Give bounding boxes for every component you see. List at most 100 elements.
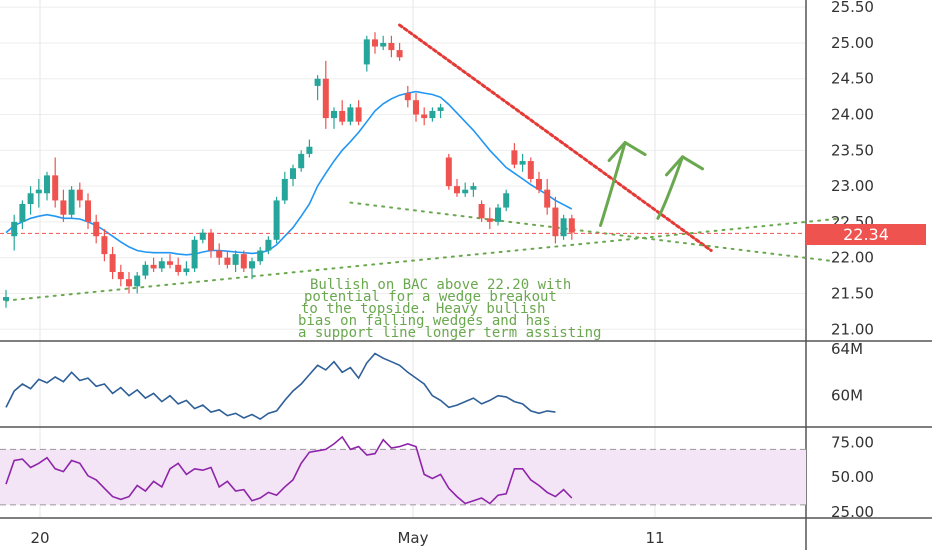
candle	[503, 189, 510, 212]
candle	[265, 236, 272, 255]
candle	[306, 139, 313, 158]
y-tick-label: 21.50	[831, 284, 874, 302]
candle	[355, 100, 362, 126]
candle	[527, 157, 534, 183]
candle-body	[183, 268, 190, 272]
candle	[199, 229, 206, 244]
candle	[249, 257, 255, 280]
candle	[511, 143, 518, 169]
rsi-band-fill	[0, 449, 806, 505]
candle	[191, 236, 198, 272]
moving-average-line	[5, 90, 573, 256]
candle	[331, 107, 337, 129]
candle	[486, 207, 493, 230]
candle-body	[396, 50, 403, 58]
candle	[19, 200, 26, 230]
y-tick-label: 22.00	[831, 249, 874, 267]
candle-body	[175, 264, 182, 272]
price-axis: 25.5025.0024.5024.0023.5023.0022.5022.00…	[831, 0, 874, 521]
candle	[142, 261, 149, 280]
candle-body	[281, 178, 288, 201]
candle-body	[85, 200, 91, 222]
candle-body	[142, 264, 149, 276]
candle-body	[158, 261, 165, 269]
candle	[175, 257, 182, 276]
candle-body	[109, 254, 116, 272]
candle-body	[322, 78, 329, 119]
candle-body	[167, 261, 173, 265]
candle	[298, 150, 305, 172]
trendline	[349, 201, 836, 263]
candle-body	[519, 161, 526, 165]
rsi-line	[5, 435, 573, 505]
y-tick-label: 25.50	[831, 0, 874, 16]
volume-line	[5, 352, 556, 421]
candle-body	[126, 279, 132, 287]
candle	[536, 171, 542, 194]
candle	[552, 196, 559, 244]
candle	[404, 85, 411, 108]
candle	[273, 196, 280, 244]
y-tick-label: 24.00	[831, 106, 874, 124]
candle	[158, 257, 165, 272]
candle-body	[380, 42, 387, 47]
annotation-line-2: potential for a wedge breakout	[304, 289, 557, 305]
candle	[437, 103, 444, 119]
candle-body	[372, 39, 378, 47]
candle-body	[495, 207, 501, 222]
candle-body	[93, 221, 100, 237]
candle	[560, 214, 567, 240]
candle-body	[552, 207, 559, 237]
candle-body	[44, 175, 50, 194]
candle	[470, 182, 477, 197]
candle	[478, 200, 485, 222]
candle-body	[134, 275, 141, 287]
candle	[126, 272, 132, 294]
candle-body	[191, 239, 198, 269]
candle-body	[117, 272, 124, 280]
candle	[281, 171, 288, 204]
candle	[224, 250, 231, 269]
annotation-line-4: bias on falling wedges and has	[298, 313, 551, 329]
volume-layer	[5, 352, 556, 421]
candles-layer	[3, 32, 575, 308]
candle	[240, 250, 247, 272]
last-price-marker: 22.34	[806, 224, 926, 245]
candle	[76, 182, 83, 208]
candle	[167, 254, 173, 269]
candle	[314, 75, 321, 101]
candle	[150, 257, 157, 272]
candle-body	[101, 236, 108, 255]
arrow-up-icon	[599, 141, 647, 227]
y-tick-label: 25.00	[831, 34, 874, 52]
moving-average-layer	[5, 90, 573, 256]
candle-body	[511, 150, 518, 165]
candle-body	[462, 189, 469, 194]
candle-body	[298, 153, 305, 169]
candle	[134, 272, 141, 294]
breakout-arrows	[599, 141, 704, 227]
candle	[322, 60, 329, 129]
candle-body	[454, 186, 460, 194]
rsi-band	[0, 448, 806, 506]
candle	[347, 103, 354, 126]
candle-body	[339, 110, 346, 122]
arrow-shaft	[599, 141, 627, 227]
candle-body	[470, 186, 477, 190]
candle-body	[421, 114, 428, 119]
candle-body	[68, 189, 75, 215]
candle	[462, 182, 469, 197]
candle	[396, 42, 403, 61]
candle-body	[216, 250, 223, 258]
candle-body	[11, 221, 18, 237]
candle	[363, 35, 370, 72]
candle-body	[27, 193, 34, 204]
candle-body	[363, 39, 370, 65]
y-tick-label: 60M	[831, 387, 863, 405]
candle	[495, 204, 501, 226]
y-tick-label: 75.00	[831, 433, 874, 451]
candle-body	[388, 42, 395, 51]
y-tick-label: 50.00	[831, 468, 874, 486]
arrow-up-icon	[656, 155, 704, 220]
